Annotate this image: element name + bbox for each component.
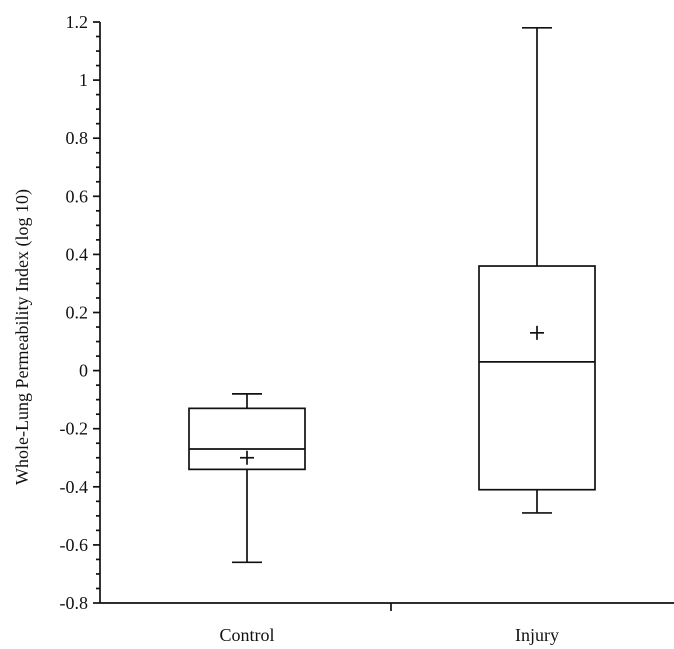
boxes-layer bbox=[188, 26, 596, 564]
y-axis-tick-label: 0.8 bbox=[66, 128, 89, 148]
y-axis-tick-label: -0.2 bbox=[60, 419, 89, 439]
y-axis-tick-label: -0.6 bbox=[60, 535, 89, 555]
y-axis-tick-label: 1.2 bbox=[66, 12, 89, 32]
x-axis-category-label: Injury bbox=[515, 625, 559, 645]
y-axis-tick-label: 0.4 bbox=[66, 244, 89, 264]
y-axis-tick-label: 0 bbox=[79, 361, 88, 381]
axes-layer bbox=[93, 21, 674, 611]
x-axis-category-label: Control bbox=[219, 625, 274, 645]
y-axis-tick-label: -0.8 bbox=[60, 593, 89, 613]
y-axis-label: Whole-Lung Permeability Index (log 10) bbox=[12, 189, 33, 485]
y-axis-tick-label: 1 bbox=[79, 70, 88, 90]
y-axis-tick-label: 0.6 bbox=[66, 186, 89, 206]
labels-layer: -0.8 -0.6 -0.4 -0.2 0 0.2 0.4 0.6 0.8 1 1.2 Control… bbox=[12, 12, 559, 645]
y-axis-tick-label: 0.2 bbox=[66, 303, 89, 323]
box-iqr bbox=[478, 265, 596, 491]
y-axis-tick-label: -0.4 bbox=[60, 477, 89, 497]
